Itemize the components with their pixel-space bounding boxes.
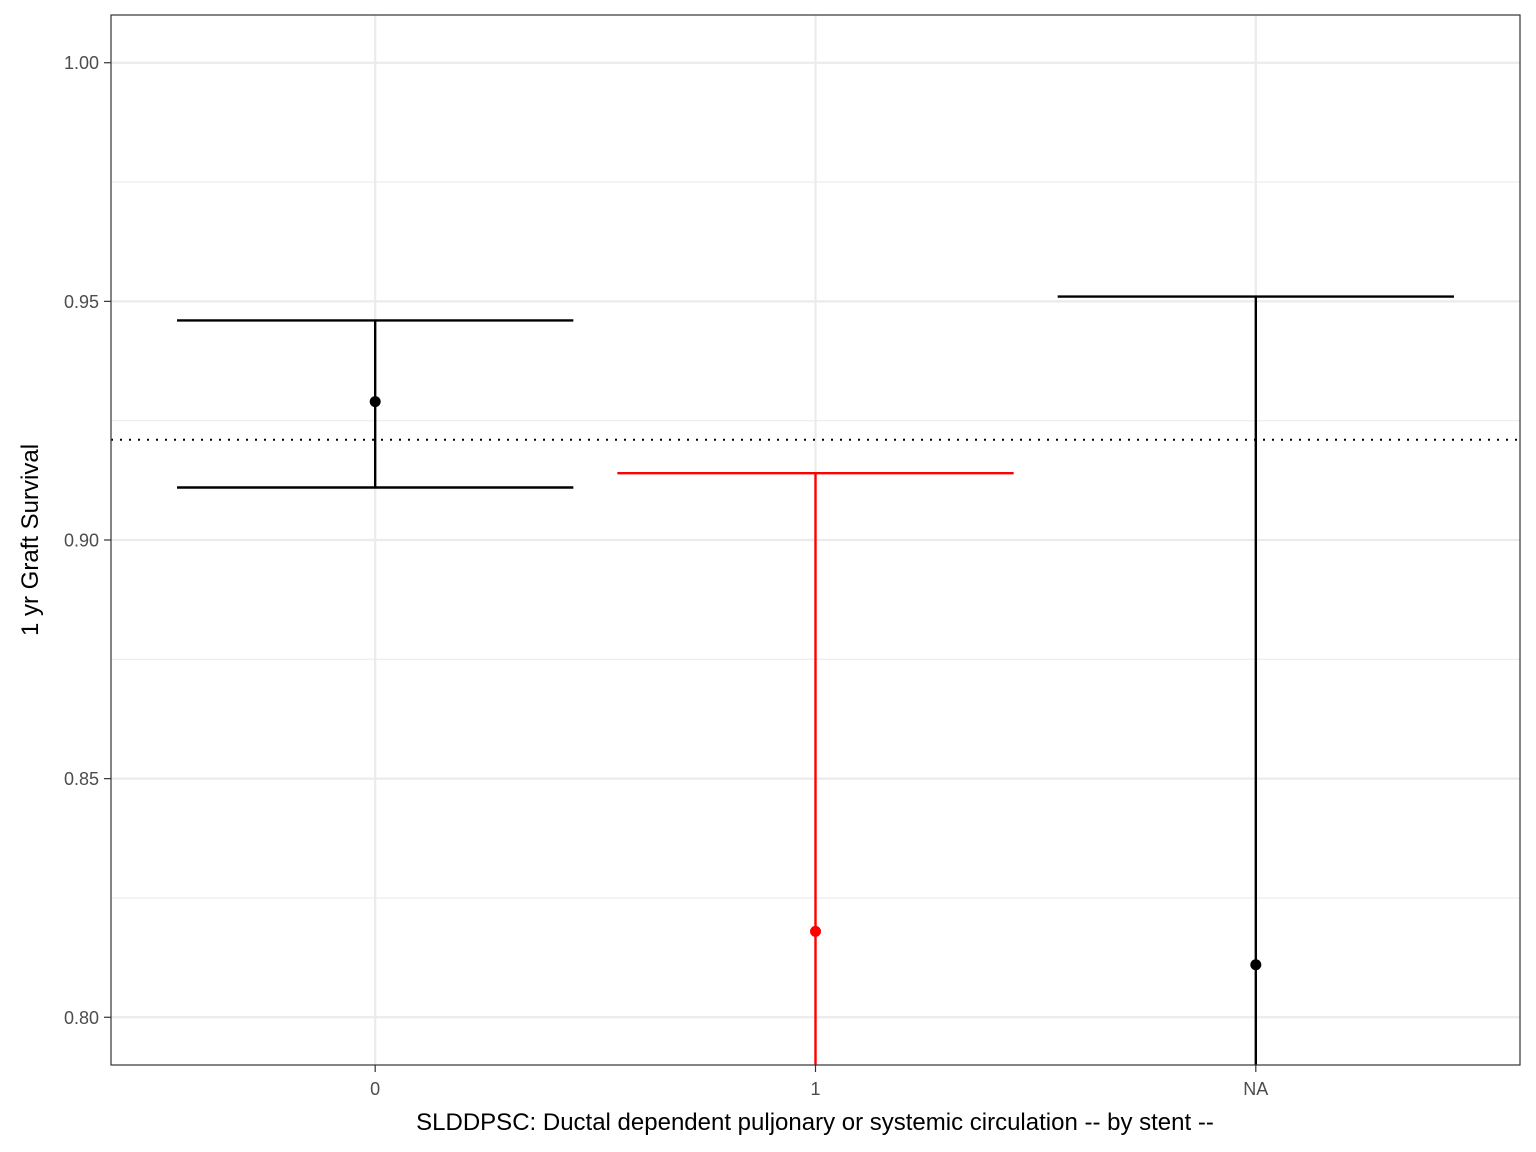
error-bar-0 (177, 319, 574, 489)
y-axis-title: 1 yr Graft Survival (17, 444, 44, 636)
y-tick-label: 0.95 (64, 292, 99, 312)
point-estimate (1250, 959, 1262, 971)
x-tick-label: 0 (370, 1079, 380, 1099)
point-estimate (369, 396, 381, 408)
y-tick-label: 1.00 (64, 53, 99, 73)
error-bars-layer (177, 295, 1454, 1065)
y-axis: 0.80 0.85 0.90 0.95 1.00 (64, 53, 111, 1028)
error-bar-1 (617, 471, 1014, 1065)
error-bar-NA (1057, 295, 1454, 1065)
y-tick-label: 0.90 (64, 531, 99, 551)
point-estimate (810, 925, 821, 937)
y-tick-label: 0.80 (64, 1008, 99, 1028)
y-tick-label: 0.85 (64, 769, 99, 789)
x-axis-title: SLDDPSC: Ductal dependent puljonary or s… (416, 1109, 1214, 1136)
x-tick-label: 1 (810, 1079, 820, 1099)
x-tick-label: NA (1243, 1079, 1268, 1099)
x-axis: 0 1 NA (370, 1065, 1268, 1099)
